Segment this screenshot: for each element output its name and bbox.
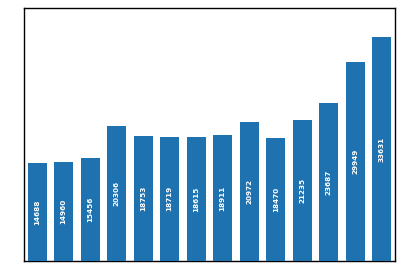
Bar (81, 158, 100, 261)
Text: 14960: 14960 (61, 199, 67, 224)
Bar (107, 126, 126, 261)
Bar (372, 37, 391, 261)
Text: 18911: 18911 (220, 186, 226, 211)
Bar (319, 103, 338, 261)
Bar (134, 136, 153, 261)
Bar (28, 163, 47, 261)
Text: 21235: 21235 (299, 178, 305, 203)
Text: 14688: 14688 (34, 200, 40, 225)
Text: 18615: 18615 (193, 187, 199, 212)
Text: 18719: 18719 (167, 186, 173, 211)
Bar (213, 135, 232, 261)
Bar (266, 138, 285, 261)
Text: 15456: 15456 (87, 197, 93, 222)
Text: 29949: 29949 (352, 149, 358, 174)
Bar (240, 122, 259, 261)
Bar (160, 137, 179, 261)
Bar (54, 162, 73, 261)
Text: 20972: 20972 (246, 179, 252, 204)
Bar (346, 62, 365, 261)
Text: 33631: 33631 (379, 137, 385, 162)
Text: 20306: 20306 (114, 181, 120, 206)
Text: 23687: 23687 (326, 170, 332, 195)
Text: 18753: 18753 (140, 186, 146, 211)
Text: 18470: 18470 (273, 187, 279, 212)
Bar (187, 137, 206, 261)
Bar (293, 120, 312, 261)
